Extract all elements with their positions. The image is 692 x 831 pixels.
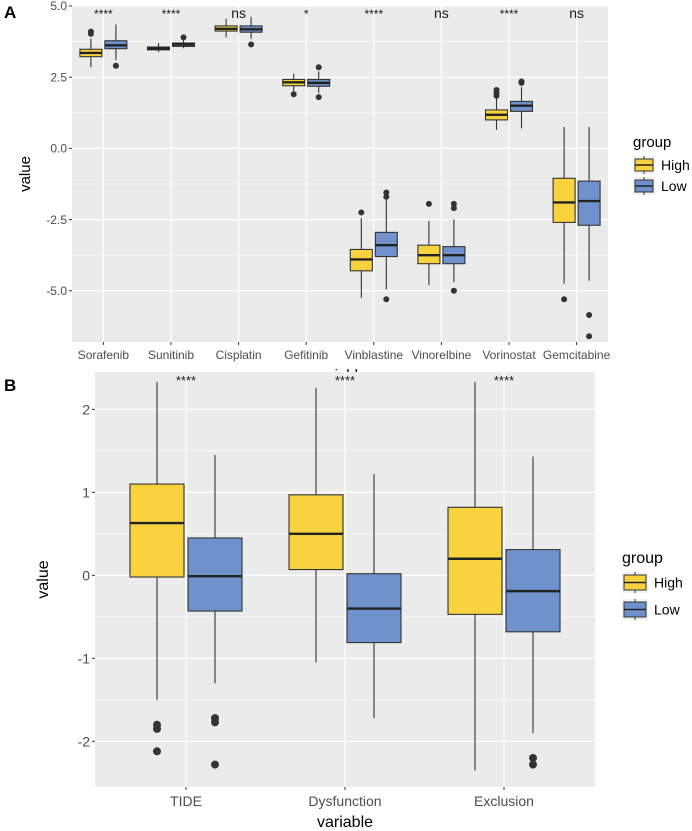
- x-tick-label: Vinblastine: [345, 348, 404, 362]
- legend-label-high: High: [661, 157, 690, 173]
- outlier-point: [315, 94, 322, 101]
- outlier-point: [211, 718, 219, 727]
- outlier-point: [450, 205, 457, 212]
- outlier-point: [112, 62, 119, 69]
- legend-label-high: High: [654, 575, 683, 591]
- x-tick-label: Sunitinib: [148, 348, 194, 362]
- x-tick-label: TIDE: [170, 793, 202, 809]
- significance-label: ****: [500, 7, 519, 21]
- outlier-point: [248, 41, 255, 48]
- outlier-point: [315, 64, 322, 71]
- outlier-point: [450, 200, 457, 207]
- outlier-point: [211, 760, 219, 769]
- x-tick-label: Gemcitabine: [543, 348, 611, 362]
- panel-b: 2 1 0 -1 -2 TIDE **** Dysfunction **** Exclusion *…: [4, 372, 683, 831]
- significance-label: ****: [162, 7, 181, 21]
- box-low: [577, 180, 601, 226]
- outlier-point: [518, 78, 525, 85]
- legend-label-low: Low: [654, 602, 681, 618]
- box-high: [129, 483, 185, 578]
- outlier-point: [358, 209, 365, 216]
- outlier-point: [153, 724, 161, 733]
- significance-label: ns: [231, 5, 246, 21]
- panel-a: 5.0 2.5 0.0 -2.5 -5.0 Sorafenib **** Sunitinib *…: [4, 0, 690, 384]
- plot-panel-background: [72, 6, 608, 342]
- y-tick-label: 0: [82, 567, 90, 583]
- y-tick-label: -2.5: [46, 213, 67, 227]
- x-tick-label: Exclusion: [474, 793, 534, 809]
- x-tick-label: Vorinostat: [482, 348, 536, 362]
- box-high: [552, 177, 576, 223]
- x-tick-label: Sorafenib: [78, 348, 130, 362]
- outlier-point: [153, 747, 161, 756]
- y-tick-label: 0.0: [50, 142, 67, 156]
- y-tick-label: 5.0: [50, 0, 67, 13]
- legend-label-low: Low: [661, 178, 688, 194]
- legend-title: group: [622, 550, 663, 567]
- outlier-point: [383, 193, 390, 200]
- x-tick-label: Cisplatin: [216, 348, 262, 362]
- box-high: [447, 506, 503, 615]
- outlier-point: [425, 200, 432, 207]
- outlier-point: [180, 34, 187, 41]
- outlier-point: [87, 28, 94, 35]
- y-tick-label: -2: [78, 733, 91, 749]
- outlier-point: [586, 333, 593, 340]
- outlier-point: [586, 311, 593, 318]
- outlier-point: [493, 87, 500, 93]
- outlier-point: [450, 287, 457, 294]
- outlier-point: [529, 760, 537, 769]
- x-tick-label: Gefitinib: [284, 348, 328, 362]
- y-tick-label: 1: [82, 484, 90, 500]
- outlier-point: [383, 189, 390, 196]
- panel-label: A: [4, 3, 16, 22]
- outlier-point: [529, 753, 537, 762]
- x-tick-label: Vinorelbine: [411, 348, 471, 362]
- outlier-point: [290, 91, 297, 98]
- y-tick-label: -1: [78, 650, 91, 666]
- significance-label: ****: [176, 373, 196, 388]
- outlier-point: [561, 296, 568, 303]
- box-low: [187, 537, 243, 612]
- y-tick-label: 2: [82, 401, 90, 417]
- x-axis-title: variable: [317, 814, 373, 831]
- y-axis-title: value: [17, 156, 34, 192]
- legend-title: group: [633, 134, 671, 151]
- box-high: [288, 494, 344, 571]
- y-tick-label: -5.0: [46, 284, 67, 298]
- y-tick-label: 2.5: [50, 70, 67, 84]
- y-axis-title: value: [35, 560, 52, 598]
- significance-label: ****: [364, 7, 383, 21]
- panel-label: B: [4, 376, 16, 395]
- significance-label: ns: [434, 5, 449, 21]
- significance-label: ns: [569, 5, 584, 21]
- significance-label: *: [304, 7, 309, 21]
- significance-label: ****: [494, 373, 514, 388]
- significance-label: ****: [94, 7, 113, 21]
- outlier-point: [383, 296, 390, 303]
- significance-label: ****: [335, 373, 355, 388]
- x-tick-label: Dysfunction: [308, 793, 381, 809]
